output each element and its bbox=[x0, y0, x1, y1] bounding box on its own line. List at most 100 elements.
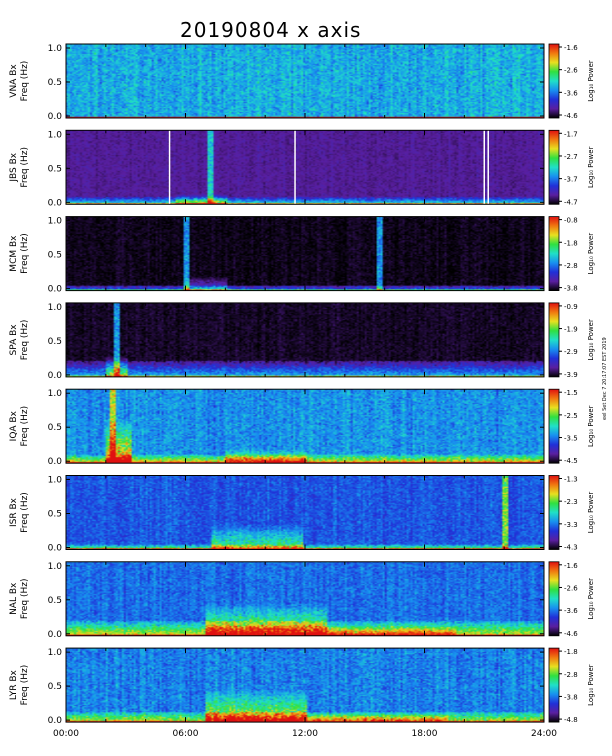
y-tick-label: 1.0 bbox=[48, 130, 63, 140]
colorbar-label: Log₁₀ Power bbox=[587, 405, 595, 447]
colorbar-tick-label: -3.6 bbox=[564, 89, 578, 97]
colorbar-tick-label: -3.3 bbox=[564, 521, 578, 529]
spectrogram-image bbox=[66, 302, 544, 377]
colorbar-tick-label: -0.8 bbox=[564, 217, 578, 225]
panel-isr: 0.0 0.5 1.0 ISR Bx Freq (Hz) -1.3 -2.3 -3.3 -4.3… bbox=[9, 475, 595, 554]
page-title: 20190804 x axis bbox=[180, 18, 362, 42]
colorbar-tick-label: -2.8 bbox=[564, 262, 578, 270]
y-tick-label: 1.0 bbox=[48, 44, 63, 54]
colorbar-tick-label: -4.3 bbox=[564, 544, 578, 552]
colorbar bbox=[548, 302, 560, 378]
panel-nal: 0.0 0.5 1.0 NAL Bx Freq (Hz) -1.6 -2.6 -3.6 -4.6… bbox=[9, 561, 595, 640]
y-axis-label: MCM Bx bbox=[9, 235, 19, 272]
colorbar-tick-label: -1.5 bbox=[564, 389, 578, 397]
colorbar-tick-label: -3.8 bbox=[564, 693, 578, 701]
y-tick-label: 0.5 bbox=[48, 596, 62, 606]
panel-vna: 0.0 0.5 1.0 VNA Bx Freq (Hz) -1.6 -2.6 -3.6 -4.6… bbox=[9, 43, 595, 122]
colorbar-tick-label: -0.9 bbox=[564, 303, 578, 311]
colorbar bbox=[548, 129, 560, 205]
y-tick-label: 0.0 bbox=[48, 198, 63, 208]
panel-lyr: 0.0 0.5 1.0 LYR Bx Freq (Hz) -1.8 -2.8 -3.8 -4.8… bbox=[9, 647, 595, 726]
spectrogram-image bbox=[66, 475, 544, 550]
y-tick-label: 1.0 bbox=[48, 476, 63, 486]
y-axis-label-freq: Freq (Hz) bbox=[20, 492, 30, 533]
x-tick-label: 18:00 bbox=[412, 729, 438, 739]
colorbar-label: Log₁₀ Power bbox=[587, 60, 595, 102]
colorbar-tick-label: -2.7 bbox=[564, 153, 578, 161]
panel-mcm: 0.0 0.5 1.0 MCM Bx Freq (Hz) -0.8 -1.8 -2.8 -3.8… bbox=[9, 216, 595, 295]
y-tick-label: 0.5 bbox=[48, 164, 62, 174]
y-tick-label: 0.5 bbox=[48, 423, 62, 433]
colorbar-label: Log₁₀ Power bbox=[587, 146, 595, 188]
y-tick-label: 0.5 bbox=[48, 78, 62, 88]
colorbar-tick-label: -1.6 bbox=[564, 44, 578, 52]
colorbar-tick-label: -2.6 bbox=[564, 584, 578, 592]
colorbar-tick-label: -4.5 bbox=[564, 457, 578, 465]
colorbar-label: Log₁₀ Power bbox=[587, 319, 595, 361]
colorbar-tick-label: -1.3 bbox=[564, 476, 578, 484]
y-tick-label: 0.0 bbox=[48, 112, 63, 122]
y-tick-label: 0.0 bbox=[48, 716, 63, 726]
colorbar-label: Log₁₀ Power bbox=[587, 664, 595, 706]
colorbar-tick-label: -1.8 bbox=[564, 648, 578, 656]
colorbar bbox=[548, 43, 560, 119]
colorbar-tick-label: -1.8 bbox=[564, 239, 578, 247]
spectrogram-image bbox=[66, 561, 544, 636]
colorbar-tick-label: -1.9 bbox=[564, 326, 578, 334]
y-tick-label: 0.5 bbox=[48, 682, 62, 692]
y-tick-label: 0.5 bbox=[48, 251, 62, 261]
y-tick-label: 0.5 bbox=[48, 337, 62, 347]
colorbar-tick-label: -1.6 bbox=[564, 562, 578, 570]
colorbar bbox=[548, 475, 560, 550]
y-axis-label: NAL Bx bbox=[9, 582, 19, 615]
panel-iqa: 0.0 0.5 1.0 IQA Bx Freq (Hz) -1.5 -2.5 -3.5 -4.5… bbox=[9, 388, 595, 467]
y-tick-label: 0.0 bbox=[48, 285, 63, 295]
colorbar bbox=[548, 388, 560, 464]
spectrogram-image bbox=[66, 389, 544, 464]
y-axis-label: SPA Bx bbox=[9, 324, 19, 356]
side-note: eel Set Dec 7 20:17:07 EST 2019 bbox=[602, 337, 608, 420]
spectrogram-image bbox=[66, 44, 544, 118]
x-tick-label: 06:00 bbox=[173, 729, 199, 739]
colorbar-label: Log₁₀ Power bbox=[587, 492, 595, 534]
x-tick-label: 24:00 bbox=[531, 729, 557, 739]
y-axis-label-freq: Freq (Hz) bbox=[20, 61, 30, 102]
colorbar-label: Log₁₀ Power bbox=[587, 578, 595, 620]
colorbar-tick-label: -3.8 bbox=[564, 285, 578, 293]
y-tick-label: 1.0 bbox=[48, 303, 63, 313]
spectrogram-image bbox=[66, 216, 544, 291]
spectrogram-image bbox=[66, 648, 544, 723]
colorbar-tick-label: -3.9 bbox=[564, 371, 578, 379]
colorbar bbox=[548, 216, 560, 292]
y-axis-label: ISR Bx bbox=[9, 497, 19, 527]
y-axis-label-freq: Freq (Hz) bbox=[20, 665, 30, 706]
x-tick-label: 00:00 bbox=[53, 729, 79, 739]
y-tick-label: 0.0 bbox=[48, 371, 63, 381]
y-axis-label-freq: Freq (Hz) bbox=[20, 147, 30, 188]
colorbar-tick-label: -4.7 bbox=[564, 198, 578, 206]
colorbar-tick-label: -4.8 bbox=[564, 716, 578, 724]
y-axis-label: JBS Bx bbox=[9, 152, 19, 182]
colorbar-tick-label: -2.8 bbox=[564, 671, 578, 679]
colorbar-tick-label: -3.6 bbox=[564, 607, 578, 615]
colorbar bbox=[548, 561, 560, 637]
x-tick-label: 12:00 bbox=[292, 729, 318, 739]
y-tick-label: 1.0 bbox=[48, 562, 63, 572]
y-axis-label: LYR Bx bbox=[9, 669, 19, 700]
colorbar-tick-label: -2.5 bbox=[564, 412, 578, 420]
y-tick-label: 0.5 bbox=[48, 510, 62, 520]
y-axis-label-freq: Freq (Hz) bbox=[20, 406, 30, 447]
y-axis-label-freq: Freq (Hz) bbox=[20, 320, 30, 361]
y-tick-label: 1.0 bbox=[48, 389, 63, 399]
panel-jbs: 0.0 0.5 1.0 JBS Bx Freq (Hz) -1.7 -2.7 -3.7 -4.7… bbox=[9, 129, 595, 208]
y-tick-label: 0.0 bbox=[48, 630, 63, 640]
y-tick-label: 0.0 bbox=[48, 457, 63, 467]
y-tick-label: 1.0 bbox=[48, 648, 63, 658]
colorbar-tick-label: -3.7 bbox=[564, 176, 578, 184]
y-axis-label: VNA Bx bbox=[9, 64, 19, 98]
y-axis-label-freq: Freq (Hz) bbox=[20, 578, 30, 619]
y-axis-label-freq: Freq (Hz) bbox=[20, 233, 30, 274]
colorbar-tick-label: -4.6 bbox=[564, 630, 578, 638]
y-tick-label: 0.0 bbox=[48, 544, 63, 554]
colorbar-tick-label: -3.5 bbox=[564, 435, 578, 443]
